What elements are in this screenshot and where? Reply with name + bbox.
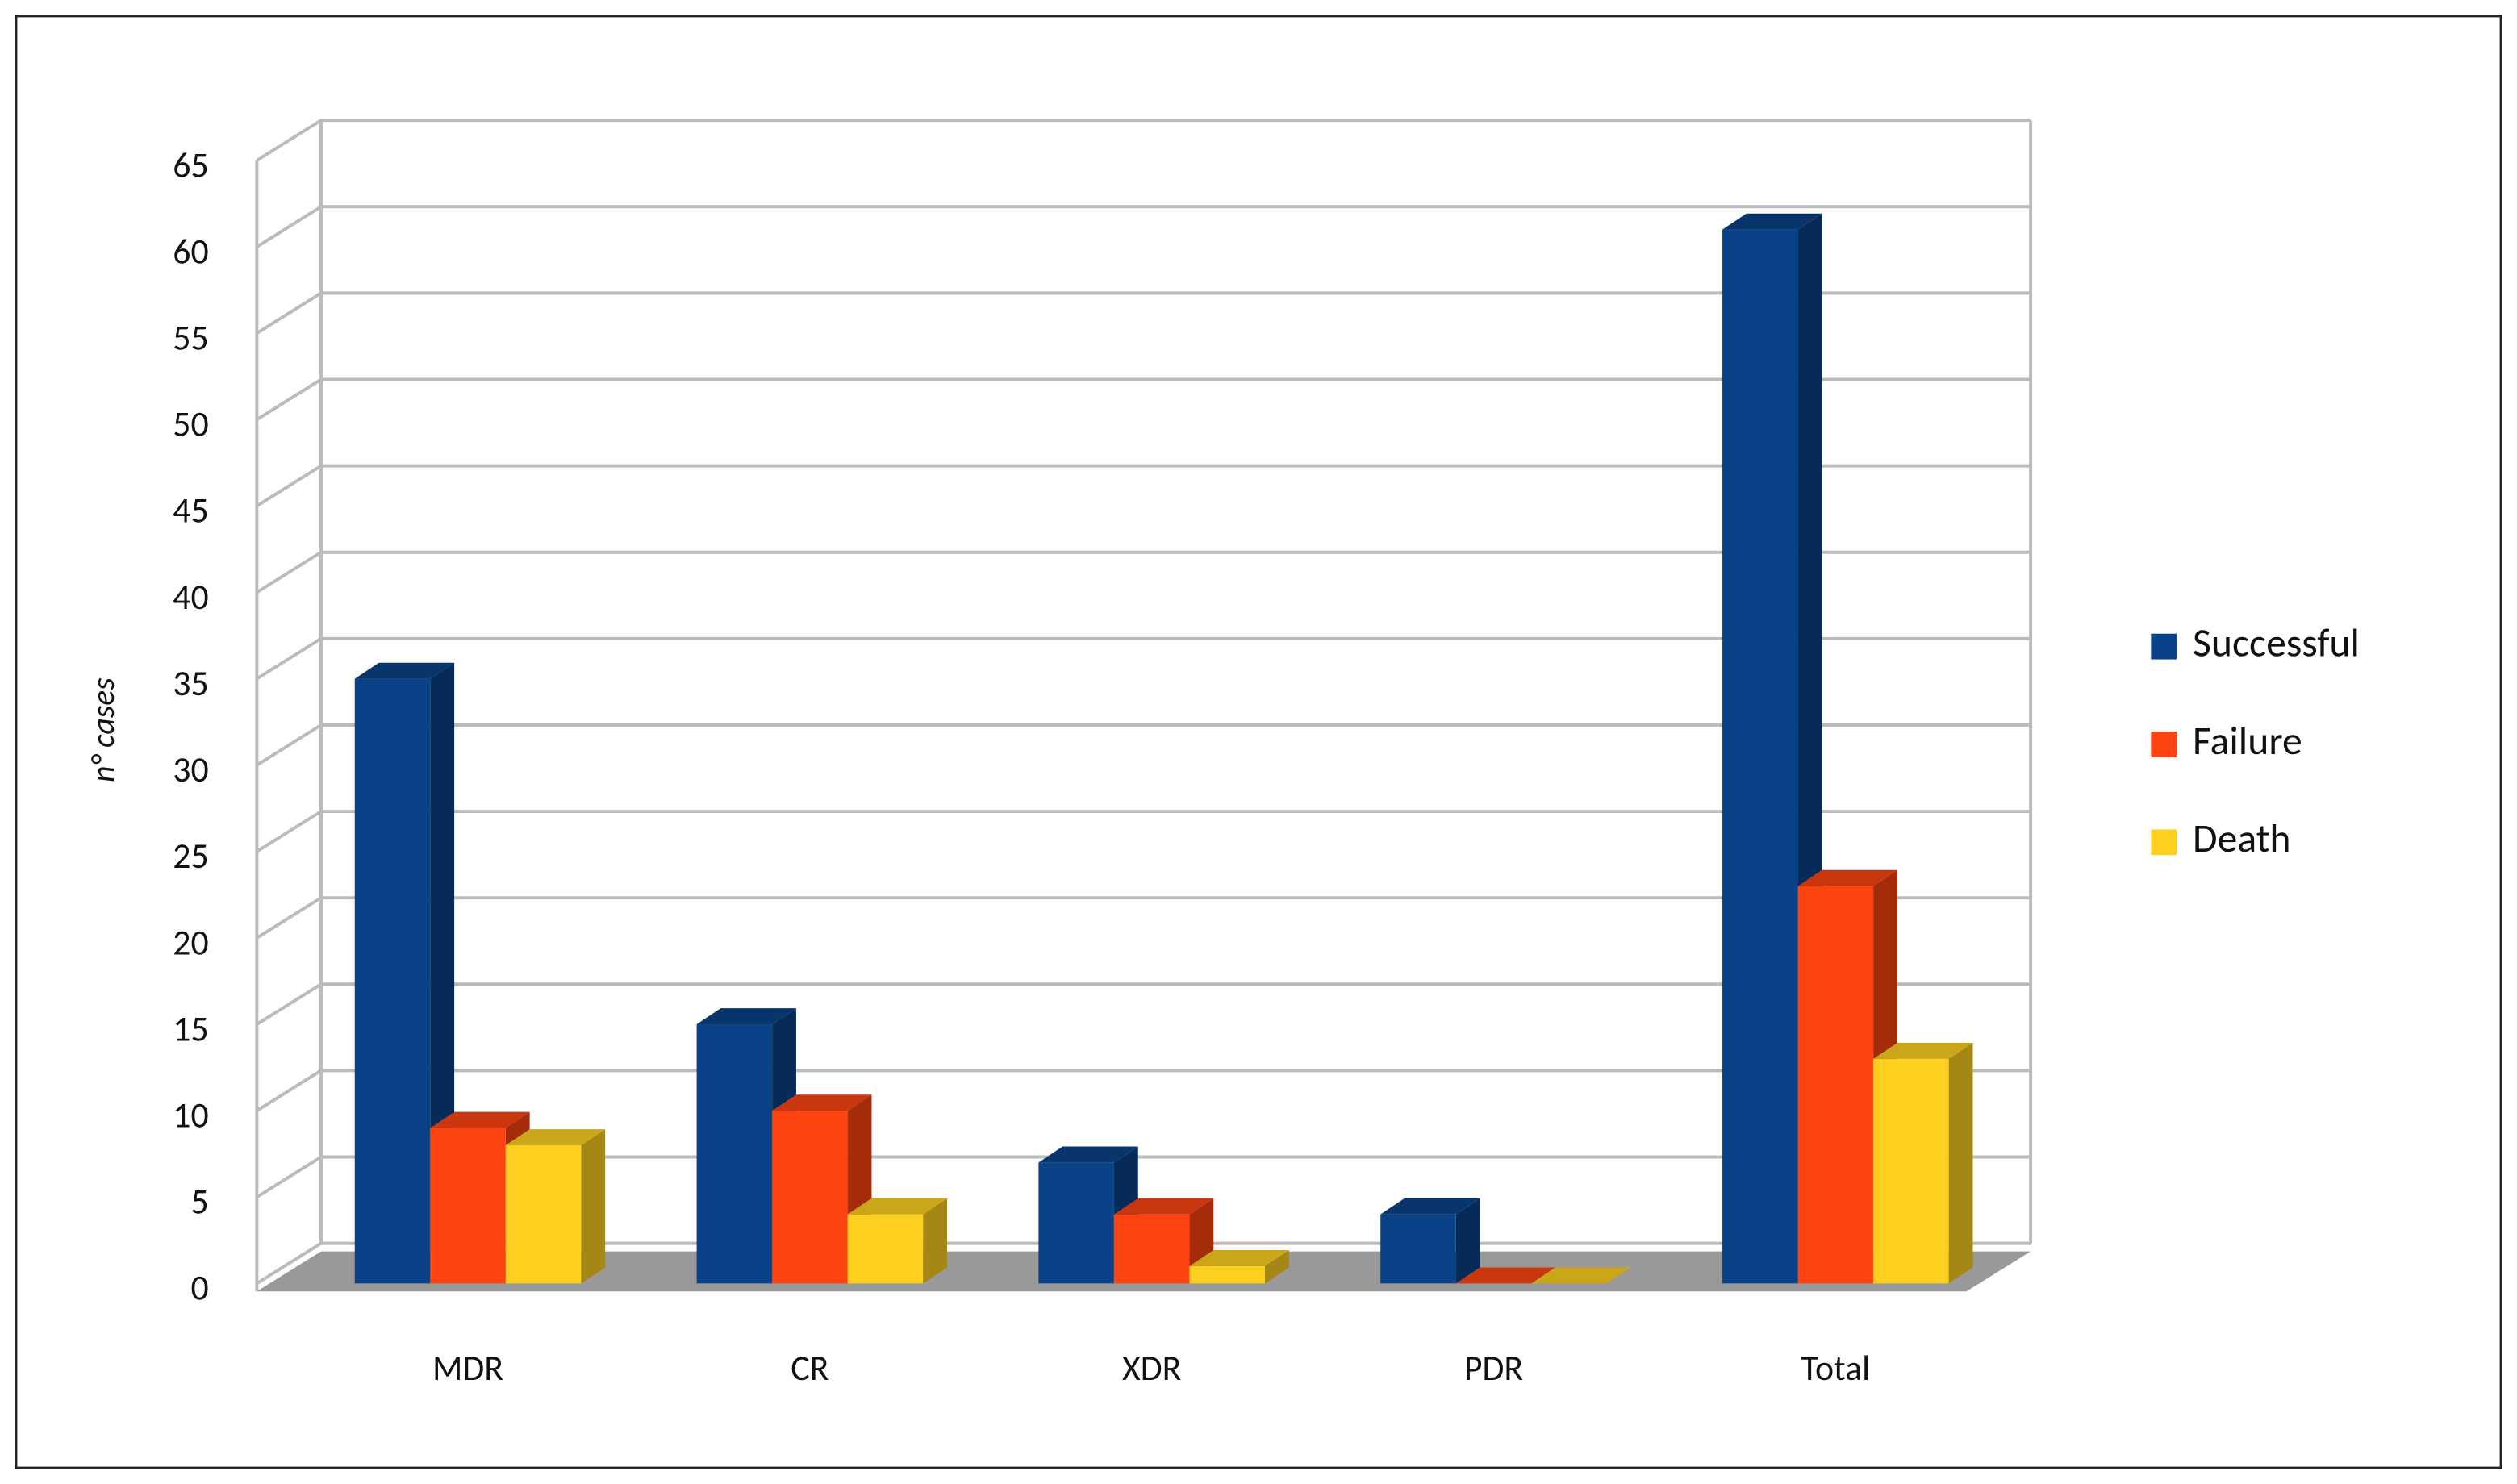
legend-label: Death xyxy=(2193,815,2290,863)
grid-line xyxy=(256,377,2031,421)
bar-front xyxy=(772,1111,848,1284)
y-tick-label: 25 xyxy=(173,834,208,877)
bar-top xyxy=(1038,1146,1138,1163)
grid-line xyxy=(256,550,2031,594)
grid-line xyxy=(256,636,2031,681)
bar-top xyxy=(1455,1267,1556,1284)
y-tick-label: 5 xyxy=(190,1180,208,1223)
bar-front xyxy=(430,1128,506,1284)
bar-top xyxy=(1722,213,1822,230)
y-tick-label: 0 xyxy=(190,1266,208,1310)
bar xyxy=(1189,1250,1289,1284)
x-tick-label: Total xyxy=(1801,1346,1871,1390)
x-tick-label: XDR xyxy=(1122,1346,1182,1390)
bar-top xyxy=(1380,1198,1480,1215)
bar-front xyxy=(1873,1058,1949,1284)
bar xyxy=(1531,1267,1631,1284)
bar-side xyxy=(581,1129,606,1284)
y-tick-label: 20 xyxy=(173,920,208,964)
y-tick-label: 35 xyxy=(173,661,208,705)
y-axis-label: n° cases xyxy=(83,677,123,782)
x-tick-label: MDR xyxy=(432,1346,503,1390)
x-tick-label: CR xyxy=(791,1346,829,1390)
grid-line xyxy=(256,119,2031,162)
bar-front xyxy=(1722,229,1798,1284)
bar-front xyxy=(505,1144,582,1284)
grid-line xyxy=(256,982,2031,1026)
bar-front xyxy=(1113,1214,1190,1284)
bar-side xyxy=(923,1198,947,1284)
bar-top xyxy=(696,1008,796,1025)
bar-side xyxy=(1948,1042,1973,1284)
bar-top xyxy=(430,1111,530,1128)
bar-front xyxy=(847,1214,924,1284)
bar-top xyxy=(1797,869,1897,886)
bar-top xyxy=(354,662,455,679)
y-tick-label: 10 xyxy=(173,1094,208,1137)
grid-line xyxy=(256,723,2031,767)
y-tick-label: 15 xyxy=(173,1007,208,1050)
bar-top xyxy=(1113,1198,1214,1215)
legend-swatch xyxy=(2151,829,2177,856)
y-tick-label: 30 xyxy=(173,748,208,791)
grid-line xyxy=(256,205,2031,248)
bar-front xyxy=(354,678,431,1284)
bar-front xyxy=(1380,1214,1456,1284)
grid-line xyxy=(256,464,2031,508)
legend-label: Successful xyxy=(2193,619,2360,668)
legend-swatch xyxy=(2151,633,2177,660)
grid-line xyxy=(256,1069,2031,1112)
bar xyxy=(1380,1198,1480,1284)
legend-swatch xyxy=(2151,732,2177,757)
bar-front xyxy=(696,1024,773,1284)
bar-top xyxy=(505,1129,606,1145)
bar-front xyxy=(1797,886,1874,1284)
bar-side xyxy=(1455,1198,1480,1284)
bar-top xyxy=(1531,1267,1631,1284)
x-tick-label: PDR xyxy=(1464,1346,1524,1390)
y-tick-label: 60 xyxy=(173,229,208,273)
legend-label: Failure xyxy=(2193,717,2302,765)
y-tick-label: 40 xyxy=(173,575,208,619)
y-tick-label: 45 xyxy=(173,489,208,532)
y-tick-label: 55 xyxy=(173,316,208,360)
bar-top xyxy=(1189,1250,1289,1266)
grid-line xyxy=(256,810,2031,853)
grid-line xyxy=(256,1155,2031,1198)
bar-top xyxy=(1873,1042,1973,1059)
y-tick-label: 50 xyxy=(173,402,208,446)
bar xyxy=(505,1129,606,1284)
bar-top xyxy=(847,1198,947,1215)
bar xyxy=(1455,1267,1556,1284)
y-tick-label: 65 xyxy=(173,143,208,186)
bar xyxy=(847,1198,947,1284)
bar-top xyxy=(772,1094,872,1111)
bar-side xyxy=(1264,1250,1289,1284)
bar-front xyxy=(1189,1265,1265,1284)
grid-line xyxy=(256,896,2031,940)
grid-line xyxy=(256,291,2031,335)
bar xyxy=(1873,1042,1973,1284)
bar-front xyxy=(1038,1162,1114,1284)
